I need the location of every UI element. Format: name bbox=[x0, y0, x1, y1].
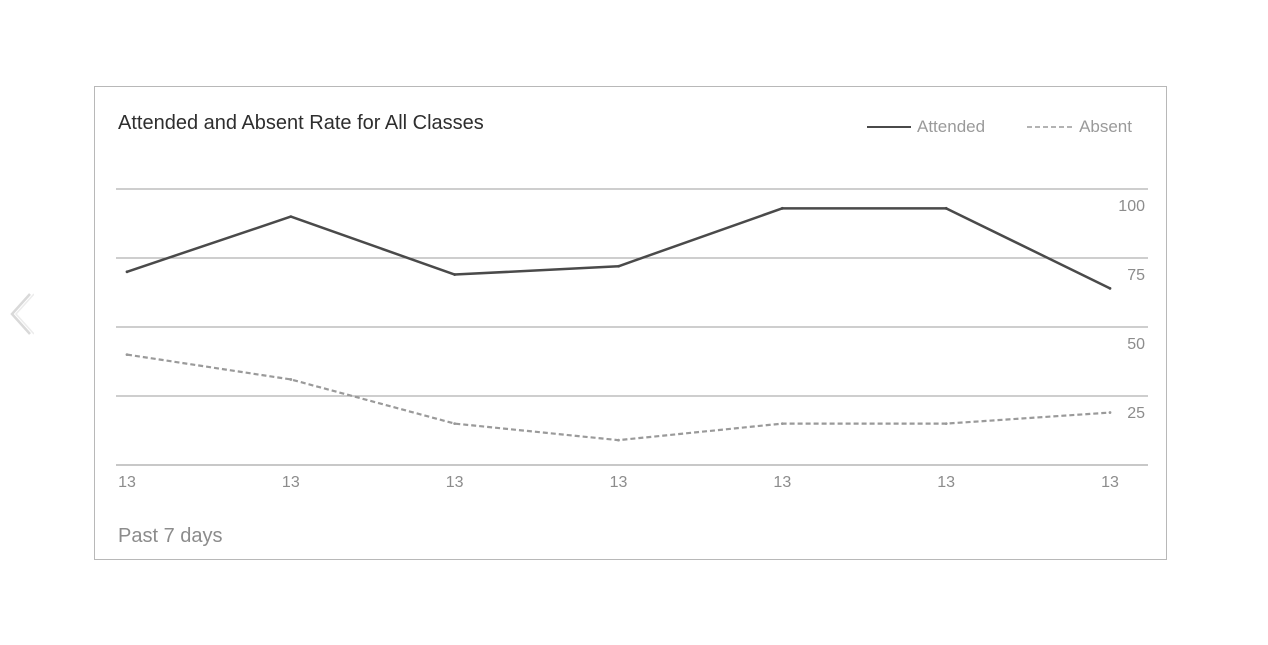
x-tick-label-6: 13 bbox=[1101, 474, 1119, 491]
chart-title: Attended and Absent Rate for All Classes bbox=[118, 112, 484, 134]
data-point-attended-2 bbox=[453, 273, 457, 276]
line-chart: 25 50 75 100 13 13 13 13 13 13 13 bbox=[116, 188, 1148, 491]
period-label: Past 7 days bbox=[118, 525, 223, 547]
chevron-left-icon bbox=[10, 293, 35, 335]
legend-label-absent: Absent bbox=[1079, 117, 1132, 136]
data-point-absent-5 bbox=[944, 422, 948, 425]
legend-item-absent: Absent bbox=[1027, 117, 1132, 137]
data-point-attended-3 bbox=[617, 264, 620, 268]
x-tick-label-4: 13 bbox=[773, 474, 791, 491]
data-point-attended-5 bbox=[944, 206, 948, 210]
data-point-absent-1 bbox=[289, 378, 293, 381]
x-tick-label-0: 13 bbox=[118, 474, 136, 491]
y-tick-label-100: 100 bbox=[1118, 198, 1145, 215]
x-tick-label-3: 13 bbox=[610, 474, 628, 491]
x-tick-label-5: 13 bbox=[937, 474, 955, 491]
legend-label-attended: Attended bbox=[917, 117, 986, 136]
legend-swatch-solid bbox=[867, 126, 911, 128]
series-line-attended bbox=[126, 207, 1111, 290]
data-point-attended-1 bbox=[289, 215, 293, 219]
y-tick-label-25: 25 bbox=[1127, 405, 1145, 422]
legend-item-attended: Attended bbox=[867, 117, 985, 137]
x-tick-label-2: 13 bbox=[446, 474, 464, 491]
y-tick-label-75: 75 bbox=[1127, 267, 1145, 284]
series-line-absent bbox=[126, 353, 1111, 442]
data-point-attended-0 bbox=[125, 270, 129, 274]
data-point-attended-4 bbox=[780, 206, 784, 210]
data-point-absent-0 bbox=[125, 353, 129, 356]
y-tick-label-50: 50 bbox=[1127, 336, 1145, 353]
x-tick-label-1: 13 bbox=[282, 474, 300, 491]
data-point-attended-6 bbox=[1108, 286, 1112, 290]
chart-legend: Attended Absent bbox=[867, 117, 1132, 137]
attendance-chart-card: Attended and Absent Rate for All Classes… bbox=[94, 86, 1167, 560]
data-point-absent-6 bbox=[1108, 411, 1112, 414]
data-point-absent-2 bbox=[453, 422, 457, 425]
data-point-absent-4 bbox=[780, 422, 784, 425]
data-point-absent-3 bbox=[617, 438, 620, 442]
carousel-prev-button[interactable] bbox=[4, 290, 35, 338]
